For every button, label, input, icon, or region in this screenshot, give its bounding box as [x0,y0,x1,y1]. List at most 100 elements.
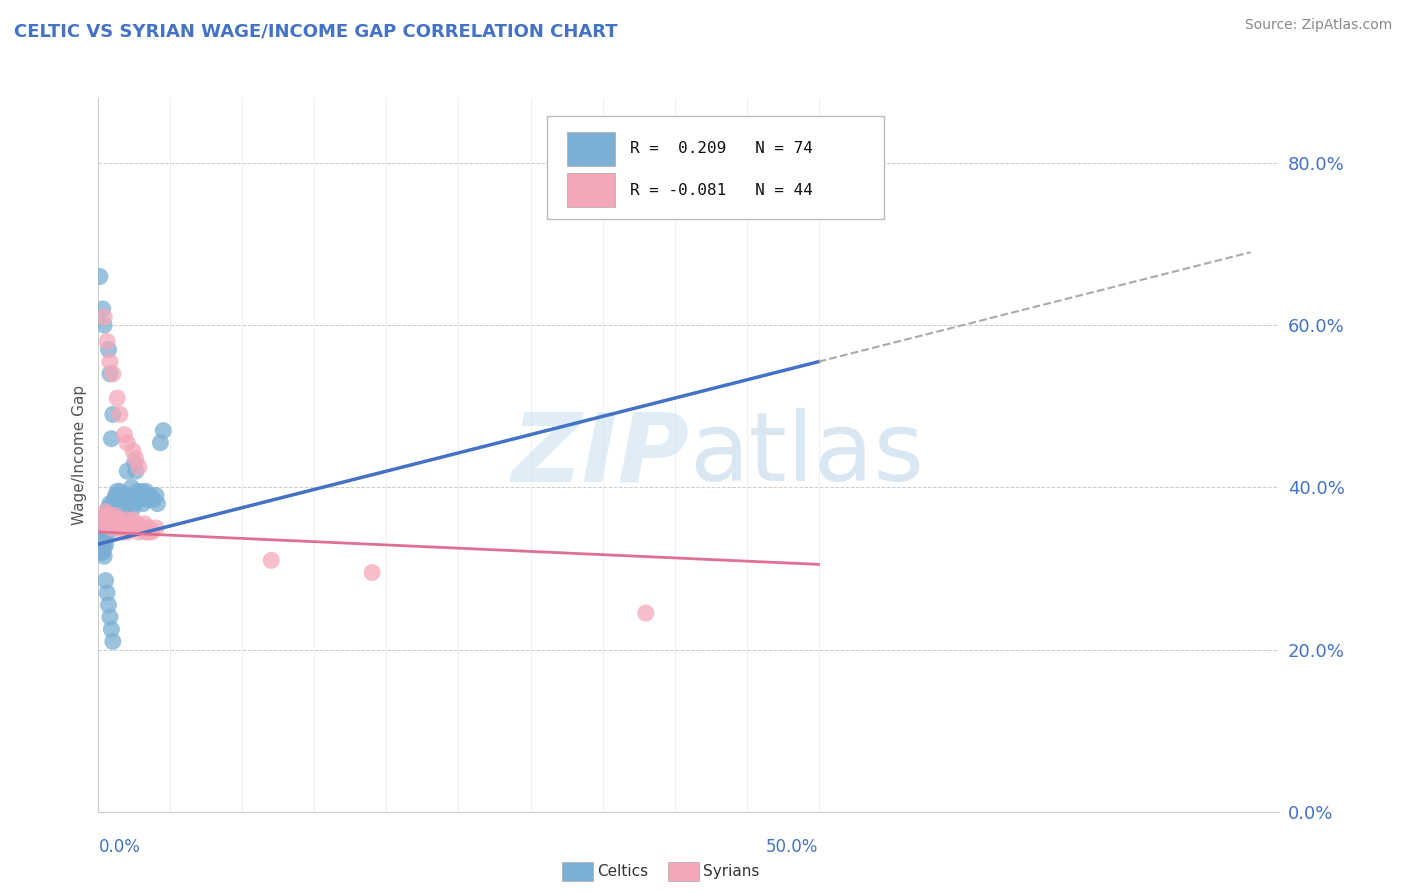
Point [107,513,129,527]
Point [97,513,120,527]
Point [101,513,124,527]
Point [115,524,138,539]
Point [634,606,657,620]
Point [138,521,160,535]
Point [97,516,120,531]
Text: Syrians: Syrians [703,864,759,879]
Text: 50.0%: 50.0% [766,838,818,856]
Point [131,484,153,499]
Point [124,497,146,511]
Point [124,521,146,535]
Point [145,521,167,535]
Point [112,427,135,442]
Point [93,541,115,556]
Point [90,545,112,559]
Point [105,516,128,531]
Text: Celtics: Celtics [598,864,648,879]
Point [138,524,160,539]
Point [108,408,131,422]
Point [91,516,114,531]
Point [96,529,118,543]
Point [122,443,145,458]
Point [93,549,115,564]
Point [104,508,127,523]
Point [134,516,156,531]
Point [101,497,124,511]
Bar [567,132,614,166]
Point [111,524,134,539]
Point [93,521,115,535]
Point [91,537,114,551]
Point [128,460,150,475]
Point [104,505,127,519]
Point [103,492,125,507]
Point [93,529,115,543]
Point [152,424,174,438]
Text: 0.0%: 0.0% [98,838,141,856]
Point [121,480,143,494]
Point [103,505,125,519]
FancyBboxPatch shape [547,116,884,219]
Point [96,516,118,531]
Point [128,492,150,507]
Point [100,622,122,636]
Point [98,508,121,523]
Bar [567,173,614,207]
Point [98,513,121,527]
Point [103,516,125,531]
Point [96,516,118,531]
Point [94,524,117,539]
Point [115,435,138,450]
Point [96,505,118,519]
Point [118,497,141,511]
Point [104,488,127,502]
Text: atlas: atlas [689,409,924,501]
Y-axis label: Wage/Income Gap: Wage/Income Gap [72,384,87,525]
Point [91,516,114,531]
Point [135,524,157,539]
Point [90,524,112,539]
Point [131,521,153,535]
Point [128,524,150,539]
Point [90,533,112,547]
Point [136,492,159,507]
Point [101,367,124,381]
Point [107,497,129,511]
Point [93,508,115,523]
Point [111,505,134,519]
Point [98,610,121,624]
Point [108,516,131,531]
Point [146,497,169,511]
Point [135,484,157,499]
Text: R = -0.081   N = 44: R = -0.081 N = 44 [630,183,813,198]
Point [105,484,128,499]
Point [105,391,128,405]
Point [93,318,115,333]
Point [115,464,138,478]
Point [120,516,142,531]
Point [93,310,115,324]
Point [114,500,136,515]
Point [97,343,120,357]
Point [112,497,135,511]
Point [110,492,132,507]
Point [100,521,122,535]
Point [100,432,122,446]
Point [142,492,165,507]
Point [127,484,149,499]
Point [91,301,114,316]
Point [94,537,117,551]
Point [93,533,115,547]
Point [361,566,384,580]
Point [94,505,117,519]
Point [97,500,120,515]
Point [96,334,118,349]
Point [94,574,117,588]
Point [149,435,172,450]
Point [122,500,145,515]
Point [101,408,124,422]
Point [94,513,117,527]
Point [108,505,131,519]
Point [96,586,118,600]
Point [98,497,121,511]
